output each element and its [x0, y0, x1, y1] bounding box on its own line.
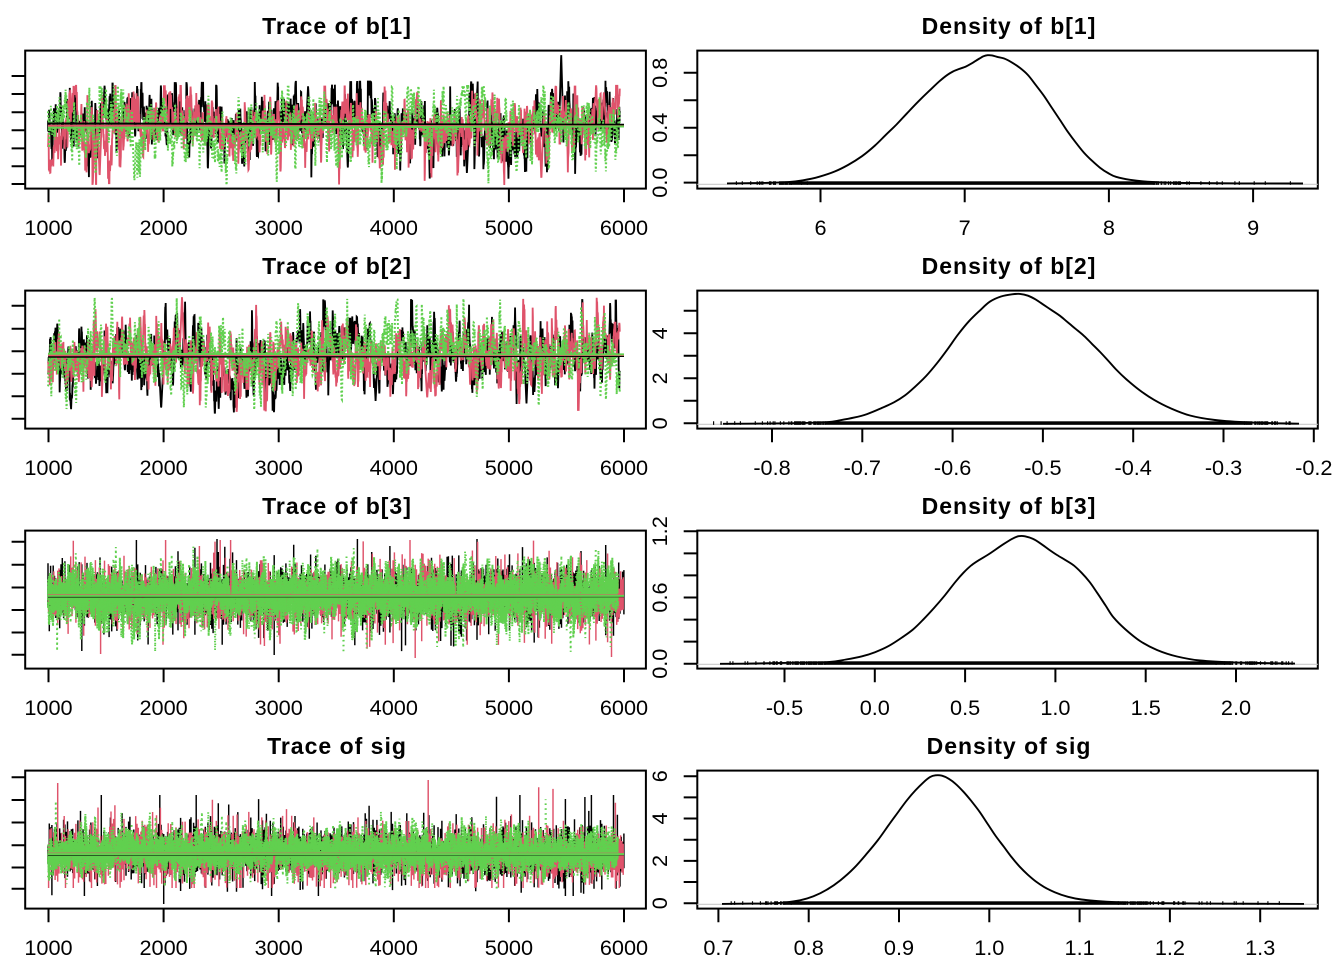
svg-text:-0.5: -0.5: [1024, 455, 1061, 480]
svg-text:1.2: 1.2: [1155, 935, 1185, 960]
svg-text:4: 4: [647, 812, 672, 824]
svg-text:3000: 3000: [255, 935, 303, 960]
svg-text:6000: 6000: [600, 935, 648, 960]
svg-text:Trace of b[3]: Trace of b[3]: [262, 493, 412, 519]
svg-text:4000: 4000: [370, 455, 418, 480]
svg-text:1.0: 1.0: [1040, 695, 1070, 720]
svg-text:0.9: 0.9: [884, 935, 914, 960]
svg-text:0.8: 0.8: [647, 58, 672, 88]
svg-text:5000: 5000: [485, 455, 533, 480]
svg-text:Density of b[1]: Density of b[1]: [922, 13, 1097, 39]
svg-text:2.0: 2.0: [1221, 695, 1251, 720]
svg-text:0.7: 0.7: [703, 935, 733, 960]
svg-text:0.5: 0.5: [950, 695, 980, 720]
svg-text:Density of b[3]: Density of b[3]: [922, 493, 1097, 519]
svg-text:0: 0: [647, 417, 672, 429]
svg-text:5000: 5000: [485, 215, 533, 240]
svg-text:8: 8: [1103, 215, 1115, 240]
svg-text:4000: 4000: [370, 935, 418, 960]
svg-text:7: 7: [959, 215, 971, 240]
svg-text:-0.4: -0.4: [1115, 455, 1152, 480]
svg-text:Trace of b[2]: Trace of b[2]: [262, 253, 412, 279]
svg-text:6000: 6000: [600, 695, 648, 720]
svg-text:1000: 1000: [24, 455, 72, 480]
svg-text:0.6: 0.6: [647, 582, 672, 612]
svg-text:1000: 1000: [24, 695, 72, 720]
svg-text:-0.2: -0.2: [1295, 455, 1332, 480]
svg-text:Density of sig: Density of sig: [927, 733, 1092, 759]
svg-text:0.0: 0.0: [647, 649, 672, 679]
svg-text:9: 9: [1247, 215, 1259, 240]
svg-text:3000: 3000: [255, 215, 303, 240]
svg-text:2: 2: [647, 372, 672, 384]
svg-text:2000: 2000: [139, 935, 187, 960]
svg-text:1.2: 1.2: [647, 516, 672, 546]
svg-text:0.4: 0.4: [647, 113, 672, 143]
svg-text:Trace of b[1]: Trace of b[1]: [262, 13, 412, 39]
svg-text:2000: 2000: [139, 455, 187, 480]
svg-text:1000: 1000: [24, 215, 72, 240]
svg-text:0.0: 0.0: [860, 695, 890, 720]
svg-text:1.1: 1.1: [1065, 935, 1095, 960]
svg-text:5000: 5000: [485, 695, 533, 720]
svg-text:6000: 6000: [600, 455, 648, 480]
svg-text:-0.8: -0.8: [753, 455, 790, 480]
svg-text:1000: 1000: [24, 935, 72, 960]
svg-text:-0.5: -0.5: [766, 695, 803, 720]
svg-text:4000: 4000: [370, 215, 418, 240]
svg-text:2000: 2000: [139, 215, 187, 240]
svg-text:6: 6: [647, 770, 672, 782]
svg-text:3000: 3000: [255, 695, 303, 720]
svg-text:3000: 3000: [255, 455, 303, 480]
svg-text:5000: 5000: [485, 935, 533, 960]
svg-text:4000: 4000: [370, 695, 418, 720]
svg-text:-0.3: -0.3: [1205, 455, 1242, 480]
svg-text:6: 6: [814, 215, 826, 240]
svg-text:1.5: 1.5: [1131, 695, 1161, 720]
svg-text:6000: 6000: [600, 215, 648, 240]
svg-text:-0.6: -0.6: [934, 455, 971, 480]
svg-text:2: 2: [647, 855, 672, 867]
svg-text:0.8: 0.8: [794, 935, 824, 960]
svg-text:Trace of sig: Trace of sig: [267, 733, 407, 759]
svg-text:1.3: 1.3: [1245, 935, 1275, 960]
svg-text:-0.7: -0.7: [844, 455, 881, 480]
svg-text:0: 0: [647, 897, 672, 909]
svg-text:1.0: 1.0: [974, 935, 1004, 960]
svg-text:0.0: 0.0: [647, 168, 672, 198]
svg-text:4: 4: [647, 327, 672, 339]
svg-text:2000: 2000: [139, 695, 187, 720]
svg-text:Density of b[2]: Density of b[2]: [922, 253, 1097, 279]
